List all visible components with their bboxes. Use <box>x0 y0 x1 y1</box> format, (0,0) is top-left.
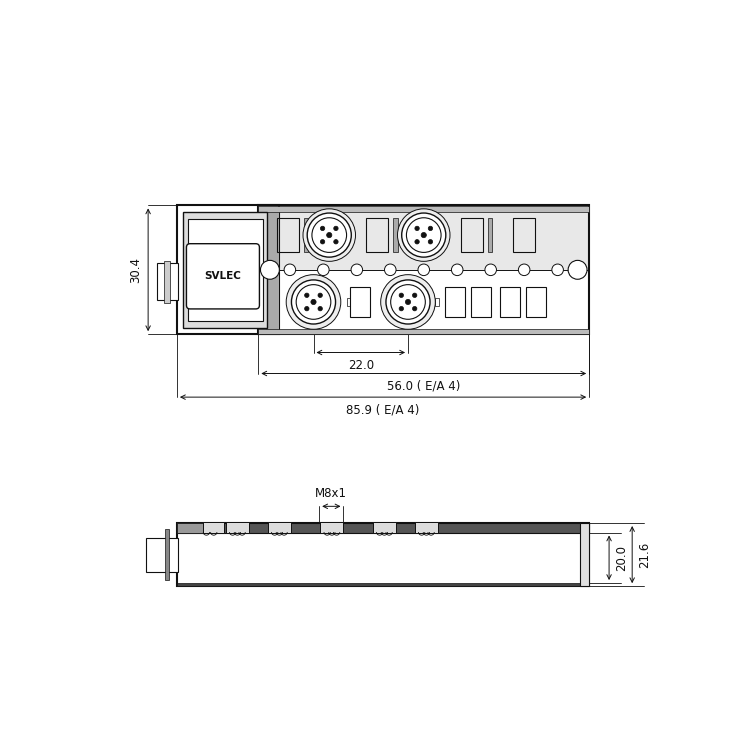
Bar <box>471 287 491 316</box>
Bar <box>350 287 370 316</box>
Circle shape <box>452 264 463 275</box>
Bar <box>526 287 546 316</box>
Circle shape <box>381 274 435 329</box>
Bar <box>415 521 438 533</box>
Circle shape <box>413 307 417 310</box>
Circle shape <box>518 264 530 275</box>
Circle shape <box>413 293 417 298</box>
Bar <box>513 217 535 253</box>
Circle shape <box>552 264 563 275</box>
Text: 56.0 ( E/A 4): 56.0 ( E/A 4) <box>387 380 460 393</box>
Bar <box>445 287 465 316</box>
Circle shape <box>292 280 335 324</box>
Bar <box>226 521 249 533</box>
Circle shape <box>428 239 433 244</box>
Bar <box>177 583 590 586</box>
Bar <box>320 521 344 533</box>
Circle shape <box>405 299 411 304</box>
Bar <box>580 524 589 586</box>
Circle shape <box>415 239 419 244</box>
Bar <box>177 524 590 532</box>
Circle shape <box>320 239 325 244</box>
Bar <box>266 210 279 330</box>
Circle shape <box>386 280 430 324</box>
Text: 22.0: 22.0 <box>348 358 374 372</box>
Bar <box>164 261 170 303</box>
Circle shape <box>260 260 279 279</box>
Bar <box>177 206 279 334</box>
FancyBboxPatch shape <box>187 244 260 309</box>
Bar <box>166 530 169 580</box>
Circle shape <box>310 299 316 304</box>
Circle shape <box>422 232 426 238</box>
Bar <box>146 538 178 572</box>
Text: 30.4: 30.4 <box>129 256 142 283</box>
Bar <box>211 524 224 532</box>
Bar <box>500 287 520 316</box>
Circle shape <box>385 264 396 275</box>
Circle shape <box>284 264 296 275</box>
Bar <box>258 206 590 212</box>
Text: SVLEC: SVLEC <box>205 272 242 281</box>
Circle shape <box>485 264 496 275</box>
Bar <box>203 521 224 533</box>
Circle shape <box>318 293 322 298</box>
Circle shape <box>303 209 355 261</box>
Text: M8x1: M8x1 <box>315 487 347 500</box>
Circle shape <box>312 217 346 253</box>
Circle shape <box>296 285 331 320</box>
Bar <box>460 217 482 253</box>
Bar <box>258 206 590 270</box>
Circle shape <box>398 209 450 261</box>
Bar <box>346 298 350 306</box>
Bar <box>188 219 262 321</box>
Bar <box>373 521 396 533</box>
Text: 20.0: 20.0 <box>615 544 628 571</box>
Circle shape <box>334 226 338 230</box>
Circle shape <box>334 239 338 244</box>
Circle shape <box>318 307 322 310</box>
Circle shape <box>399 293 404 298</box>
Circle shape <box>402 213 445 257</box>
Circle shape <box>317 264 329 275</box>
Bar <box>183 211 267 328</box>
Circle shape <box>415 226 419 230</box>
Bar <box>366 217 388 253</box>
Circle shape <box>320 226 325 230</box>
Bar <box>488 217 492 253</box>
Circle shape <box>286 274 340 329</box>
Text: 21.6: 21.6 <box>638 542 652 568</box>
Circle shape <box>327 232 332 238</box>
Circle shape <box>351 264 362 275</box>
Bar <box>177 524 212 532</box>
Bar <box>393 217 398 253</box>
Bar <box>304 217 308 253</box>
Bar <box>268 521 291 533</box>
Circle shape <box>399 307 404 310</box>
Circle shape <box>428 226 433 230</box>
Bar <box>157 263 178 300</box>
Bar <box>177 524 590 586</box>
Bar <box>258 328 590 334</box>
Circle shape <box>304 293 309 298</box>
Bar <box>258 206 590 334</box>
Text: 85.9 ( E/A 4): 85.9 ( E/A 4) <box>346 404 420 416</box>
Bar <box>277 217 298 253</box>
Circle shape <box>418 264 430 275</box>
Circle shape <box>391 285 425 320</box>
Circle shape <box>568 260 587 279</box>
Circle shape <box>406 217 441 253</box>
Bar <box>435 298 439 306</box>
Circle shape <box>308 213 351 257</box>
Circle shape <box>304 307 309 310</box>
